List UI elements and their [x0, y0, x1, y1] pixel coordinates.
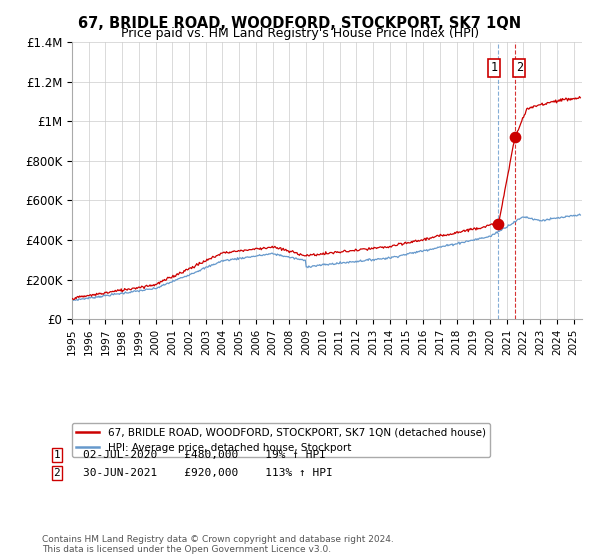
Point — [494, 220, 503, 228]
Text: 1: 1 — [491, 61, 498, 74]
Text: 67, BRIDLE ROAD, WOODFORD, STOCKPORT, SK7 1QN: 67, BRIDLE ROAD, WOODFORD, STOCKPORT, SK… — [79, 16, 521, 31]
Text: 30-JUN-2021    £920,000    113% ↑ HPI: 30-JUN-2021 £920,000 113% ↑ HPI — [83, 468, 332, 478]
Text: 02-JUL-2020    £480,000    19% ↑ HPI: 02-JUL-2020 £480,000 19% ↑ HPI — [83, 450, 326, 460]
Text: Contains HM Land Registry data © Crown copyright and database right 2024.
This d: Contains HM Land Registry data © Crown c… — [42, 535, 394, 554]
Text: 1: 1 — [53, 450, 61, 460]
Text: 2: 2 — [53, 468, 61, 478]
Point — [511, 133, 520, 142]
Text: Price paid vs. HM Land Registry's House Price Index (HPI): Price paid vs. HM Land Registry's House … — [121, 27, 479, 40]
Legend: 67, BRIDLE ROAD, WOODFORD, STOCKPORT, SK7 1QN (detached house), HPI: Average pri: 67, BRIDLE ROAD, WOODFORD, STOCKPORT, SK… — [72, 423, 490, 457]
Text: 2: 2 — [516, 61, 523, 74]
